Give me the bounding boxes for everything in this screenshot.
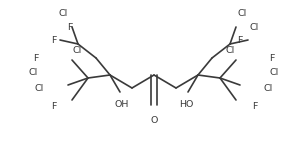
Text: F: F — [33, 53, 38, 62]
Text: O: O — [150, 116, 158, 125]
Text: OH: OH — [115, 100, 129, 109]
Text: HO: HO — [179, 100, 193, 109]
Text: Cl: Cl — [226, 46, 235, 55]
Text: Cl: Cl — [73, 46, 82, 55]
Text: Cl: Cl — [238, 9, 247, 18]
Text: F: F — [237, 35, 242, 44]
Text: F: F — [269, 53, 274, 62]
Text: Cl: Cl — [250, 23, 259, 32]
Text: Cl: Cl — [29, 67, 38, 76]
Text: Cl: Cl — [263, 84, 272, 93]
Text: Cl: Cl — [59, 9, 68, 18]
Text: F: F — [51, 35, 56, 44]
Text: F: F — [67, 23, 73, 32]
Text: Cl: Cl — [35, 84, 44, 93]
Text: F: F — [51, 101, 56, 110]
Text: F: F — [252, 101, 257, 110]
Text: Cl: Cl — [269, 67, 278, 76]
